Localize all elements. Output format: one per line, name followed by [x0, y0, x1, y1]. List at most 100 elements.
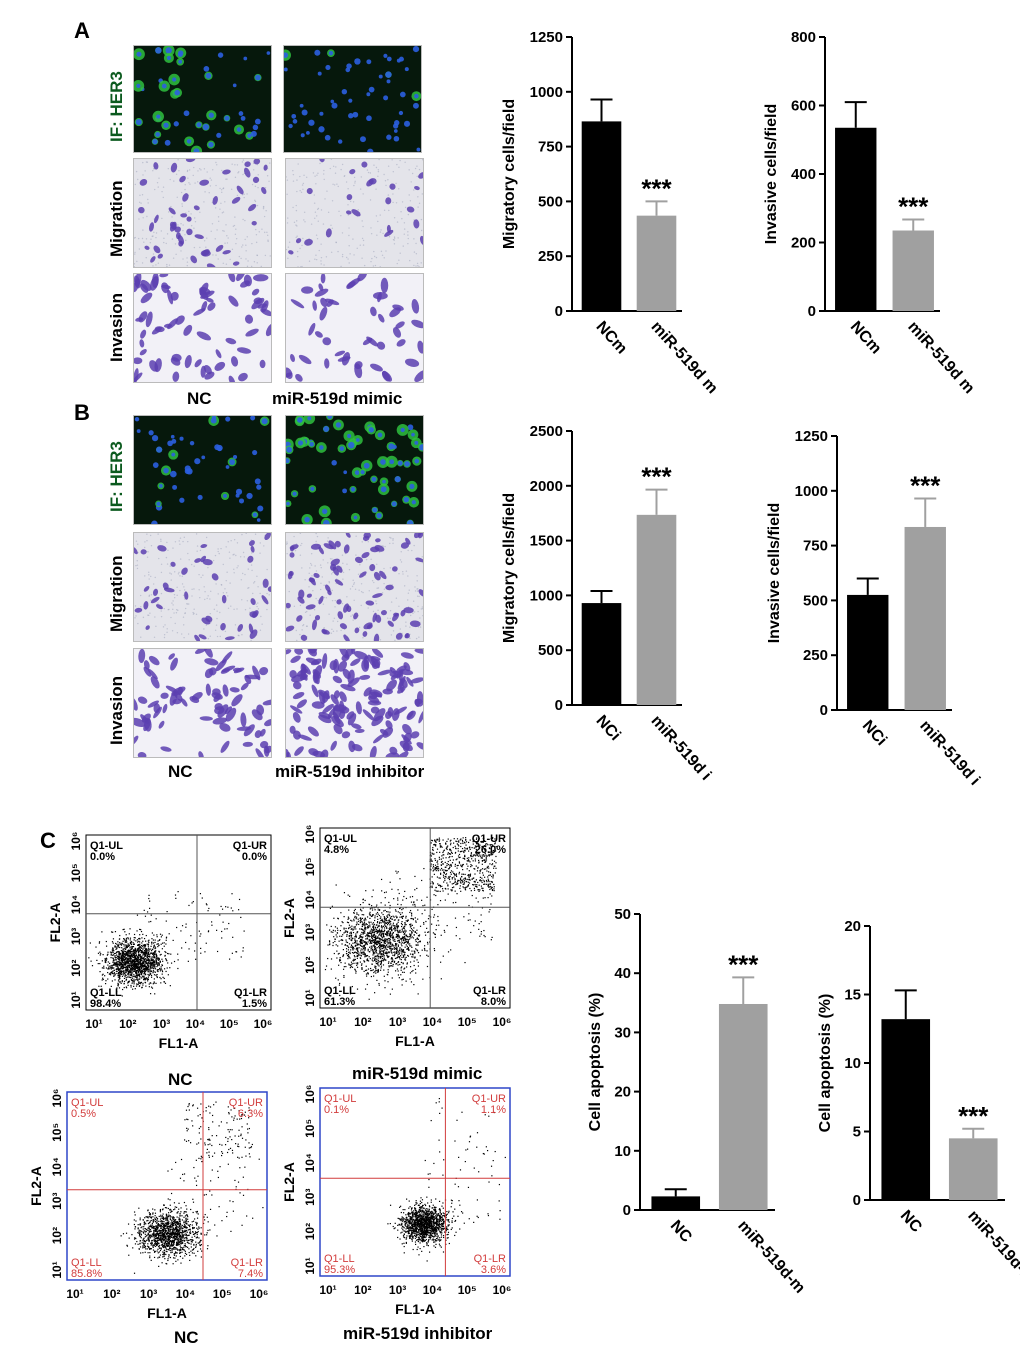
quadrant-ur-name: Q1-UR	[472, 1093, 506, 1105]
caption-b-nc: NC	[168, 762, 193, 781]
x-decade-label: 10³	[389, 1015, 406, 1029]
quadrant-ur-value: 26.0%	[475, 844, 506, 856]
y-axis-label: FL2-A	[281, 1162, 297, 1202]
quadrant-ur-name: Q1-UR	[472, 833, 506, 845]
y-tick-label: 20	[614, 1084, 631, 1101]
micrograph-b-invasion-inhibitor	[285, 648, 424, 758]
y-tick-label: 400	[791, 166, 816, 183]
y-axis-label: Invasive cells/field	[763, 104, 780, 245]
bar-control	[581, 121, 622, 311]
quadrant-ll-value: 95.3%	[324, 1264, 355, 1276]
quadrant-lr-value: 7.4%	[238, 1268, 263, 1280]
y-tick-label: 10	[614, 1143, 631, 1160]
quadrant-ul-value: 0.0%	[90, 851, 115, 863]
quadrant-lr-value: 1.5%	[242, 998, 267, 1010]
significance-label: ***	[641, 462, 672, 492]
x-decade-label: 10²	[103, 1287, 120, 1301]
y-axis-label: FL2-A	[47, 903, 63, 943]
quadrant-ul-value: 4.8%	[324, 844, 349, 856]
y-decade-label: 10⁴	[69, 895, 83, 914]
quadrant-ll-name: Q1-LL	[90, 987, 122, 999]
x-decade-label: 10⁵	[220, 1017, 239, 1031]
x-decade-label: 10²	[354, 1015, 371, 1029]
bar-control	[835, 127, 877, 311]
y-tick-label: 1000	[795, 483, 828, 500]
quadrant-ll-name: Q1-LL	[324, 1253, 355, 1265]
y-decade-label: 10³	[303, 1189, 317, 1206]
y-tick-label: 250	[538, 248, 563, 265]
micrograph-b-if-nc	[133, 415, 272, 525]
caption-c-nc-top: NC	[168, 1070, 193, 1089]
y-decade-label: 10¹	[69, 991, 83, 1008]
micrograph-a-if-nc	[133, 45, 272, 153]
bar-treatment	[892, 230, 934, 311]
x-decade-label: 10¹	[319, 1283, 336, 1297]
bar-treatment	[948, 1138, 998, 1200]
x-decade-label: 10¹	[66, 1287, 83, 1301]
y-tick-label: 500	[538, 193, 563, 210]
y-decade-label: 10²	[303, 1223, 317, 1240]
y-decade-label: 10¹	[303, 989, 317, 1006]
y-tick-label: 1000	[530, 587, 563, 604]
significance-label: ***	[898, 192, 929, 222]
x-decade-label: 10⁶	[254, 1017, 273, 1031]
quadrant-lr-name: Q1-LR	[234, 987, 267, 999]
significance-label: ***	[728, 949, 759, 979]
x-decade-label: 10²	[119, 1017, 136, 1031]
y-tick-label: 1000	[530, 84, 563, 101]
y-axis-label: Migratory cells/field	[501, 99, 518, 249]
y-decade-label: 10²	[303, 957, 317, 974]
plot-frame	[319, 1087, 511, 1277]
quadrant-lr-name: Q1-LR	[231, 1257, 263, 1269]
event-dots	[88, 891, 245, 997]
y-tick-label: 0	[820, 702, 828, 719]
micrograph-b-if-inhibitor	[285, 415, 424, 525]
y-decade-label: 10⁵	[69, 863, 83, 882]
caption-b-inhibitor: miR-519d inhibitor	[275, 762, 425, 781]
x-decade-label: 10³	[389, 1283, 406, 1297]
micrograph-a-migration-mimic	[285, 158, 424, 268]
y-tick-label: 0	[555, 697, 563, 714]
y-tick-label: 1250	[530, 29, 563, 46]
plot-frame	[85, 834, 272, 1011]
significance-label: ***	[641, 173, 672, 203]
y-decade-label: 10⁶	[303, 1085, 317, 1104]
y-axis-label: Migratory cells/field	[501, 493, 518, 643]
y-decade-label: 10⁶	[50, 1089, 64, 1108]
y-tick-label: 800	[791, 29, 816, 46]
event-dots	[120, 1101, 264, 1274]
bar-treatment	[904, 526, 946, 710]
y-tick-label: 500	[538, 642, 563, 659]
quadrant-ul-value: 0.1%	[324, 1104, 349, 1116]
y-tick-label: 0	[853, 1192, 861, 1209]
quadrant-ur-value: 1.1%	[481, 1104, 506, 1116]
bar-treatment	[636, 215, 677, 311]
x-decade-label: 10⁴	[423, 1283, 442, 1297]
y-tick-label: 40	[614, 965, 631, 982]
micrograph-a-invasion-nc	[133, 273, 272, 383]
y-tick-label: 600	[791, 98, 816, 115]
y-tick-label: 750	[803, 538, 828, 555]
y-decade-label: 10⁴	[50, 1157, 64, 1176]
y-tick-label: 30	[614, 1024, 631, 1041]
y-tick-label: 20	[844, 918, 861, 935]
y-axis-label: Cell apoptosis (%)	[817, 994, 834, 1133]
quadrant-ul-name: Q1-UL	[324, 833, 357, 845]
y-tick-label: 750	[538, 139, 563, 156]
x-decade-label: 10³	[140, 1287, 157, 1301]
panel-label-c: C	[40, 828, 56, 853]
y-tick-label: 5	[853, 1124, 861, 1141]
significance-label: ***	[910, 470, 941, 500]
event-dots	[324, 837, 497, 1000]
y-tick-label: 1250	[795, 428, 828, 445]
y-decade-label: 10³	[303, 924, 317, 941]
x-decade-label: 10⁶	[493, 1015, 512, 1029]
bar-treatment	[636, 514, 677, 705]
x-decade-label: 10⁵	[458, 1015, 477, 1029]
quadrant-ll-name: Q1-LL	[324, 985, 356, 997]
